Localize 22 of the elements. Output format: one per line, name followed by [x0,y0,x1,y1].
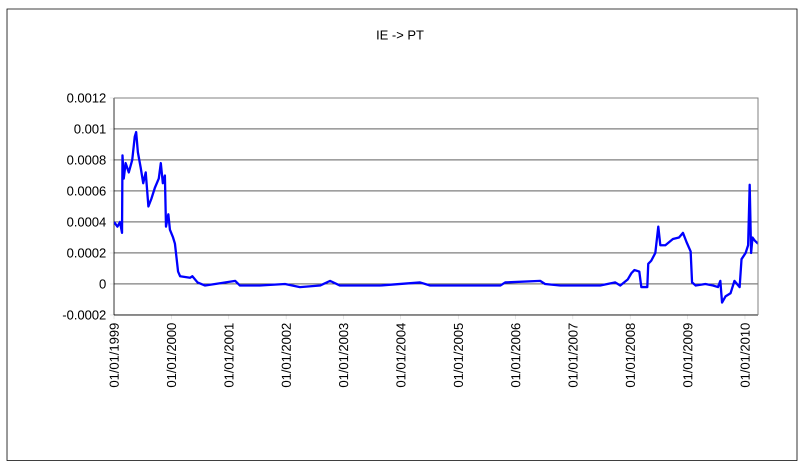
y-tick-label: 0.0004 [67,217,106,227]
x-tick-label: 01/01/2010 [740,323,750,388]
x-tick-label: 01/01/2009 [682,323,692,388]
y-tick-label: 0 [100,279,106,289]
x-tick-label: 01/01/2004 [396,323,406,388]
x-tick-label: 01/01/2005 [453,323,463,388]
x-tick-label: 01/01/1999 [109,323,119,388]
x-tick-label: 01/01/2001 [224,323,234,388]
x-tick-label: 01/01/2000 [166,323,176,388]
line-series [114,130,758,304]
y-tick-label: 0.001 [74,124,106,134]
y-tick-label: 0.0012 [67,93,106,103]
y-tick-label: -0.0002 [62,310,106,320]
y-tick-label: 0.0008 [67,155,106,165]
x-tick-label: 01/01/2006 [510,323,520,388]
x-tick-label: 01/01/2007 [568,323,578,388]
y-tick-label: 0.0002 [67,248,106,258]
y-tick-label: 0.0006 [67,186,106,196]
x-tick-label: 01/01/2008 [625,323,635,388]
x-tick-label: 01/01/2002 [281,323,291,388]
chart-title: IE -> PT [377,30,424,40]
x-tick-label: 01/01/2003 [338,323,348,388]
